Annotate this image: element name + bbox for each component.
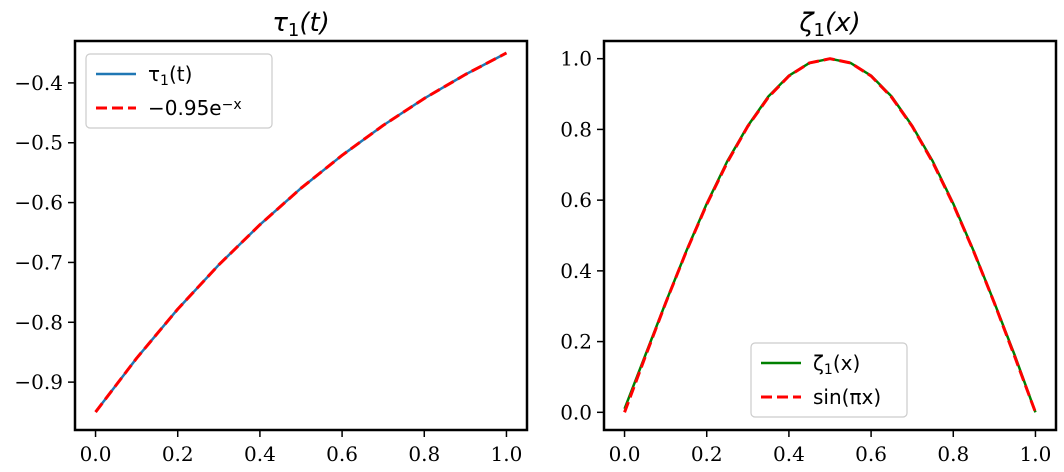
zeta-legend-label-1: ζ1(x) [813,351,860,378]
tau-legend-label-1: τ1(t) [148,62,192,89]
tau-legend-label-2: −0.95e−x [148,96,242,120]
tau-series-group [94,51,508,413]
tau-x-tick-label: 0.8 [408,442,440,466]
zeta-x-tick-label: 0.2 [691,442,723,466]
tau-legend: τ1(t) −0.95e−x [85,53,273,129]
tau-title: τ1(t) [272,8,330,41]
zeta-y-tick-label: 0.0 [560,400,592,424]
zeta-x-tick-label: 0.8 [937,442,969,466]
tau-y-tick-label: −0.8 [14,310,63,334]
zeta-x-tick-label: 0.4 [773,442,805,466]
tau-plot-frame [73,39,529,432]
zeta-y-tick-label: 0.2 [560,330,592,354]
zeta-series-2-line [623,57,1037,413]
tau-y-tick-label: −0.5 [14,131,63,155]
chart-tau: 0.0 0.2 0.4 0.6 0.8 1.0 −0.9 −0.8 −0.7 −0.6 −0.5 −0… [14,8,529,466]
zeta-y-tick-label: 0.6 [560,188,592,212]
tau-y-tick-label: −0.9 [14,370,63,394]
zeta-x-tick-label: 0.6 [855,442,887,466]
tau-y-tick-label: −0.6 [14,191,63,215]
tau-x-tick-label: 0.0 [80,442,112,466]
zeta-y-tick-label: 1.0 [560,47,592,71]
zeta-y-tick-label: 0.4 [560,259,592,283]
zeta-legend: ζ1(x) sin(πx) [750,342,908,418]
zeta-y-tick-label: 0.8 [560,117,592,141]
chart-zeta: 0.0 0.2 0.4 0.6 0.8 1.0 0.0 0.2 0.4 0.6 0.8 1.0 ζ1(x… [560,8,1058,466]
zeta-legend-box [750,342,908,418]
tau-x-tick-label: 0.4 [244,442,276,466]
zeta-legend-label-2: sin(πx) [813,385,881,409]
tau-y-tick-label: −0.7 [14,250,63,274]
zeta-x-tick-label: 0.0 [609,442,641,466]
zeta-plot-frame [602,39,1058,432]
tau-x-tick-label: 1.0 [491,442,523,466]
tau-x-tick-label: 0.2 [162,442,194,466]
tau-y-tick-label: −0.4 [14,71,63,95]
zeta-title: ζ1(x) [798,8,860,41]
zeta-series-group [623,57,1037,413]
zeta-x-tick-label: 1.0 [1020,442,1052,466]
tau-x-tick-label: 0.6 [326,442,358,466]
tau-series-2-line [94,51,508,413]
